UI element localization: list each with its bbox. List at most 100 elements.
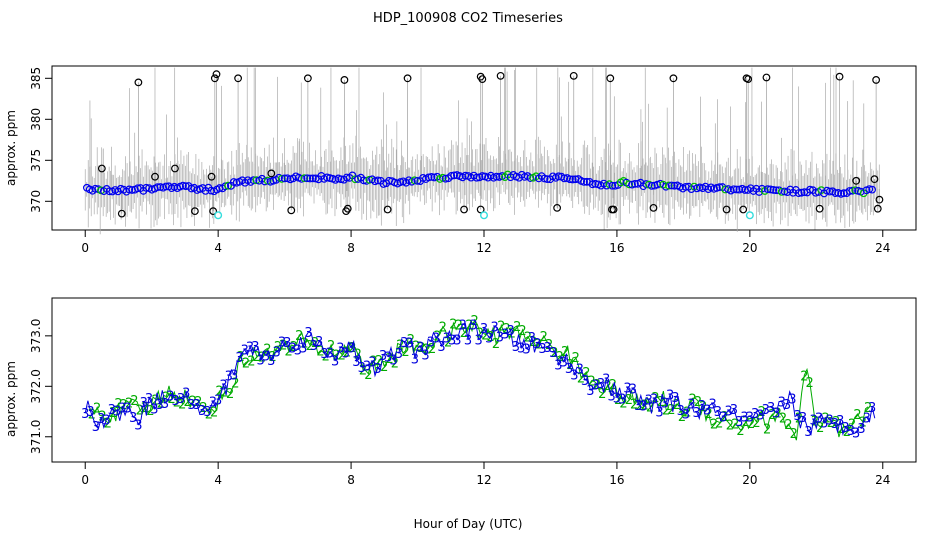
panel-top: approx. ppm 0 4 8 12 16 20 24 370 375 380 385 xyxy=(4,65,917,255)
series-marker-3: 3 xyxy=(81,407,89,422)
trend-point xyxy=(277,174,286,183)
series-marker-2: 2 xyxy=(205,407,213,422)
series-marker-3: 3 xyxy=(810,413,818,428)
series-marker-3: 3 xyxy=(671,391,679,406)
top-x-tick-label: 4 xyxy=(214,241,222,255)
series-marker-2: 2 xyxy=(93,401,101,416)
trend-point xyxy=(763,185,772,194)
series-marker-2: 2 xyxy=(343,346,351,361)
series-marker-2: 2 xyxy=(673,398,681,413)
series-marker-2: 2 xyxy=(274,340,282,355)
low-flag-point xyxy=(214,211,223,220)
series-marker-2: 2 xyxy=(471,314,479,329)
outlier-point xyxy=(97,164,106,173)
series-marker-2: 2 xyxy=(167,392,175,407)
series-marker-2: 2 xyxy=(630,398,638,413)
series-marker-3: 3 xyxy=(490,321,498,336)
series-marker-3: 3 xyxy=(868,401,876,416)
series-marker-3: 3 xyxy=(358,361,366,376)
trend-point xyxy=(252,176,261,185)
series-marker-3: 3 xyxy=(437,340,445,355)
series-marker-3: 3 xyxy=(724,405,732,420)
bottom-x-tick-label: 4 xyxy=(214,473,222,487)
series-marker-2: 2 xyxy=(853,408,861,423)
series-marker-3: 3 xyxy=(134,418,142,433)
series-marker-3: 3 xyxy=(326,347,334,362)
series-marker-3: 3 xyxy=(257,354,265,369)
series-marker-3: 3 xyxy=(166,389,174,404)
outlier-point xyxy=(209,207,218,216)
series-marker-3: 3 xyxy=(655,406,663,421)
trend-point xyxy=(427,173,436,181)
series-marker-3: 3 xyxy=(283,336,291,351)
series-marker-3: 3 xyxy=(241,344,249,359)
series-marker-3: 3 xyxy=(118,402,126,417)
series-marker-2: 2 xyxy=(497,319,505,334)
trend-point xyxy=(825,187,834,196)
series-marker-3: 3 xyxy=(682,407,690,422)
series-marker-3: 3 xyxy=(661,397,669,412)
trend-point xyxy=(351,175,360,184)
x-axis-bottom: 0 4 8 12 16 20 24 xyxy=(81,462,890,487)
outlier-point xyxy=(343,204,352,213)
series-marker-3: 3 xyxy=(714,405,722,420)
series-marker-3: 3 xyxy=(203,405,211,420)
series-bottom: 2222222222222222222222222222222222222222… xyxy=(81,314,876,442)
low-flag-point xyxy=(745,211,754,220)
series-marker-2: 2 xyxy=(295,329,303,344)
series-marker-2: 2 xyxy=(370,355,378,370)
outlier-point xyxy=(303,74,312,83)
series-marker-3: 3 xyxy=(847,424,855,439)
series-marker-3: 3 xyxy=(427,335,435,350)
series-marker-3: 3 xyxy=(576,363,584,378)
series-marker-3: 3 xyxy=(634,399,642,414)
series-marker-2: 2 xyxy=(747,417,755,432)
series-marker-2: 2 xyxy=(556,350,564,365)
series-marker-3: 3 xyxy=(528,331,536,346)
series-marker-2: 2 xyxy=(768,408,776,423)
series-marker-3: 3 xyxy=(464,333,472,348)
series-marker-3: 3 xyxy=(294,343,302,358)
trend-point xyxy=(560,174,569,183)
trend-point xyxy=(806,185,814,194)
series-marker-3: 3 xyxy=(342,346,350,361)
series-marker-2: 2 xyxy=(790,427,798,442)
series-marker-3: 3 xyxy=(453,334,461,349)
trend-point xyxy=(410,176,419,185)
series-marker-2: 2 xyxy=(375,354,383,369)
series-marker-3: 3 xyxy=(469,318,477,333)
series-marker-2: 2 xyxy=(263,343,271,358)
series-marker-2: 2 xyxy=(444,335,452,350)
trend-point xyxy=(125,185,134,194)
panel-bottom: approx. ppm 0 4 8 12 16 20 24 371.0372.0373.0 … xyxy=(4,297,917,487)
series-marker-3: 3 xyxy=(501,327,509,342)
series-marker-2: 2 xyxy=(598,387,606,402)
series-marker-2: 2 xyxy=(508,326,516,341)
series-marker-2: 2 xyxy=(619,396,627,411)
series-marker-3: 3 xyxy=(278,336,286,351)
series-marker-2: 2 xyxy=(704,407,712,422)
series-marker-2: 2 xyxy=(284,345,292,360)
bottom-x-tick-label: 12 xyxy=(476,473,491,487)
outlier-point xyxy=(287,206,296,215)
series-marker-3: 3 xyxy=(171,394,179,409)
series-marker-2: 2 xyxy=(492,337,500,352)
series-marker-2: 2 xyxy=(779,411,787,426)
bottom-x-tick-label: 8 xyxy=(347,473,355,487)
series-marker-3: 3 xyxy=(182,386,190,401)
series-marker-2: 2 xyxy=(104,417,112,432)
outlier-point xyxy=(815,204,824,213)
series-marker-2: 2 xyxy=(715,416,723,431)
trend-point xyxy=(647,181,656,190)
series-marker-3: 3 xyxy=(304,326,312,341)
series-marker-2: 2 xyxy=(194,395,202,410)
series-marker-2: 2 xyxy=(253,350,261,365)
series-marker-2: 2 xyxy=(736,424,744,439)
outlier-point xyxy=(478,75,487,84)
series-marker-3: 3 xyxy=(708,397,716,412)
series-marker-3: 3 xyxy=(820,417,828,432)
trend-point xyxy=(625,180,634,189)
series-marker-2: 2 xyxy=(662,403,670,418)
top-x-tick-label: 12 xyxy=(476,241,491,255)
series-marker-3: 3 xyxy=(421,349,429,364)
